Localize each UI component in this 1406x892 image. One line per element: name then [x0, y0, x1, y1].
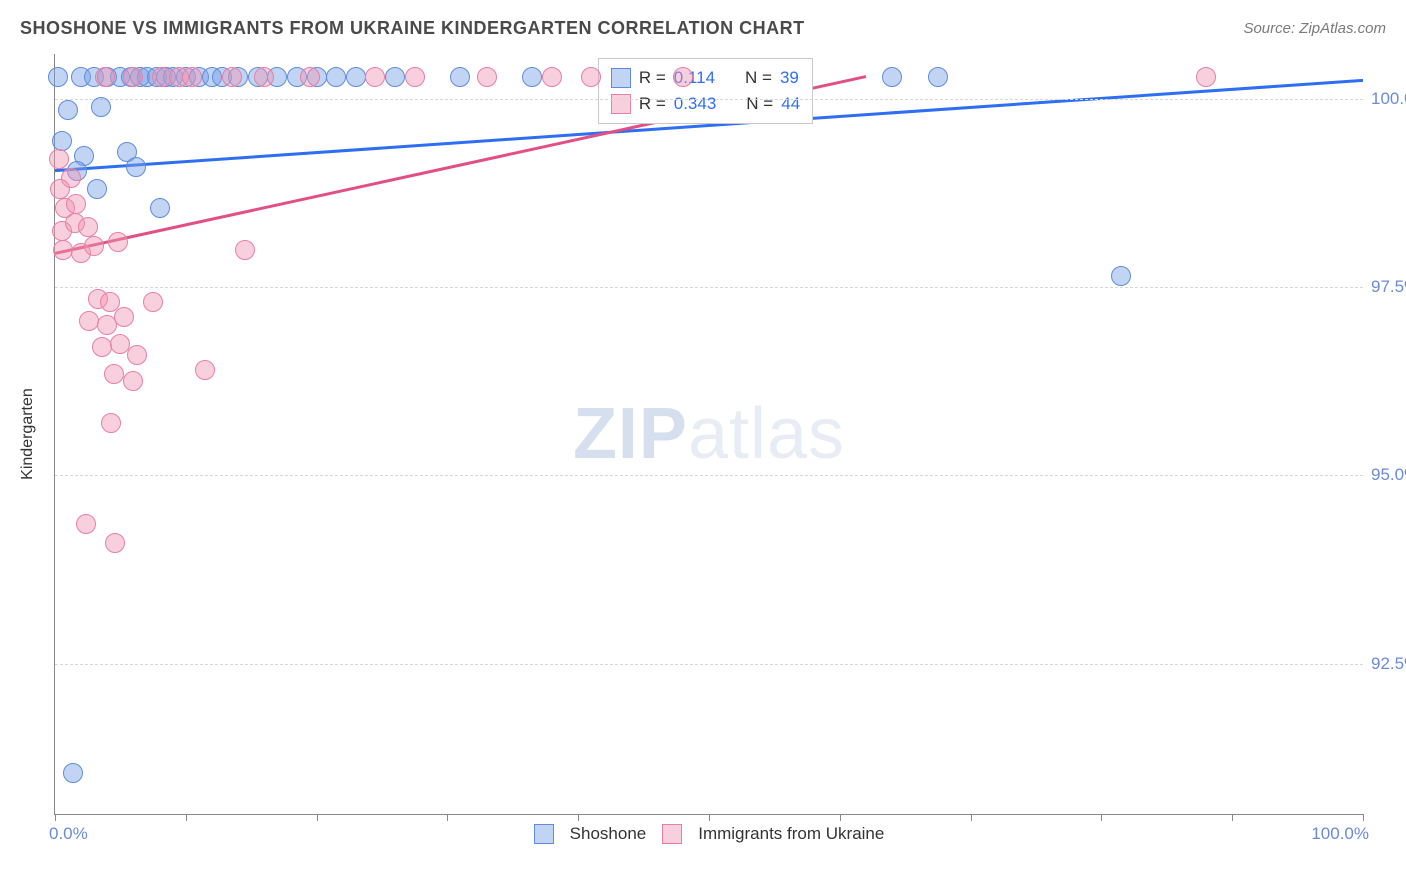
data-point: [882, 67, 902, 87]
x-tick: [447, 814, 448, 821]
data-point: [326, 67, 346, 87]
data-point: [150, 198, 170, 218]
x-tick: [1232, 814, 1233, 821]
data-point: [95, 67, 115, 87]
gridline: [55, 287, 1363, 288]
x-tick: [709, 814, 710, 821]
data-point: [105, 533, 125, 553]
n-value: 39: [780, 65, 799, 91]
x-tick-label: 0.0%: [49, 824, 88, 844]
data-point: [1196, 67, 1216, 87]
gridline: [55, 99, 1363, 100]
data-point: [53, 240, 73, 260]
data-point: [477, 67, 497, 87]
data-point: [108, 232, 128, 252]
n-label: N =: [746, 91, 773, 117]
data-point: [49, 149, 69, 169]
data-point: [127, 345, 147, 365]
data-point: [235, 240, 255, 260]
data-point: [114, 307, 134, 327]
chart-title: SHOSHONE VS IMMIGRANTS FROM UKRAINE KIND…: [20, 18, 805, 39]
x-tick: [971, 814, 972, 821]
x-tick-label: 100.0%: [1311, 824, 1369, 844]
data-point: [928, 67, 948, 87]
gridline: [55, 664, 1363, 665]
data-point: [78, 217, 98, 237]
data-point: [52, 131, 72, 151]
data-point: [346, 67, 366, 87]
series-legend: Shoshone Immigrants from Ukraine: [55, 823, 1363, 844]
y-axis-label: Kindergarten: [19, 388, 37, 480]
data-point: [581, 67, 601, 87]
data-point: [104, 364, 124, 384]
watermark: ZIPatlas: [573, 393, 845, 475]
trend-lines: [55, 54, 1363, 814]
data-point: [92, 337, 112, 357]
data-point: [63, 763, 83, 783]
legend-swatch: [534, 824, 554, 844]
legend-swatch: [611, 68, 631, 88]
data-point: [101, 413, 121, 433]
legend-row: R = 0.343 N = 44: [611, 91, 800, 117]
correlation-legend: R =0.114N =39R =0.343N =44: [598, 58, 813, 124]
data-point: [195, 360, 215, 380]
data-point: [84, 236, 104, 256]
x-tick: [317, 814, 318, 821]
r-label: R =: [639, 65, 666, 91]
data-point: [66, 194, 86, 214]
data-point: [76, 514, 96, 534]
data-point: [126, 157, 146, 177]
data-point: [365, 67, 385, 87]
data-point: [143, 292, 163, 312]
data-point: [50, 179, 70, 199]
legend-swatch: [611, 94, 631, 114]
data-point: [123, 371, 143, 391]
legend-swatch: [662, 824, 682, 844]
x-tick: [840, 814, 841, 821]
data-point: [222, 67, 242, 87]
x-tick: [55, 814, 56, 821]
plot-area: ZIPatlas R =0.114N =39R =0.343N =44 Shos…: [54, 54, 1363, 815]
data-point: [254, 67, 274, 87]
x-tick: [578, 814, 579, 821]
source-label: Source: ZipAtlas.com: [1243, 20, 1386, 37]
data-point: [405, 67, 425, 87]
r-value: 0.343: [674, 91, 717, 117]
data-point: [79, 311, 99, 331]
data-point: [58, 100, 78, 120]
gridline: [55, 475, 1363, 476]
x-tick: [1101, 814, 1102, 821]
legend-row: R =0.114N =39: [611, 65, 800, 91]
data-point: [450, 67, 470, 87]
data-point: [385, 67, 405, 87]
data-point: [123, 67, 143, 87]
data-point: [182, 67, 202, 87]
legend-label: Shoshone: [570, 824, 647, 843]
x-tick: [1363, 814, 1364, 821]
x-tick: [186, 814, 187, 821]
data-point: [522, 67, 542, 87]
legend-label: Immigrants from Ukraine: [698, 824, 884, 843]
data-point: [673, 67, 693, 87]
data-point: [91, 97, 111, 117]
data-point: [542, 67, 562, 87]
data-point: [87, 179, 107, 199]
n-value: 44: [781, 91, 800, 117]
data-point: [48, 67, 68, 87]
data-point: [300, 67, 320, 87]
n-label: N =: [745, 65, 772, 91]
data-point: [1111, 266, 1131, 286]
r-label: R =: [639, 91, 666, 117]
